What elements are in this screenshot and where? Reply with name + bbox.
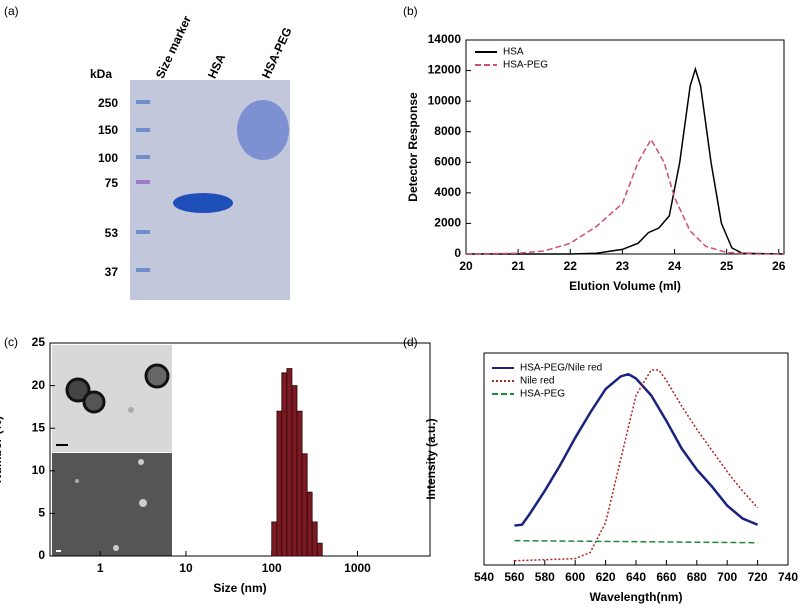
y-tick-label: 6000 [434,154,461,168]
y-tick-label: 0 [454,246,461,260]
panel-label: (a) [4,4,19,18]
bar [286,368,293,557]
bar [316,542,323,557]
lane-label: HSA [205,51,229,80]
bar [306,491,313,557]
marker-label: 37 [105,265,119,279]
x-tick-label: 620 [596,570,616,584]
bar [281,372,288,557]
y-tick-label: 0 [38,548,45,562]
x-tick-label: 22 [564,259,578,273]
lane-label: HSA-PEG [259,25,295,80]
y-tick-label: 12000 [428,63,462,77]
legend-label: Nile red [520,376,554,387]
y-tick-label: 20 [32,378,46,392]
bar [301,453,308,557]
x-tick-label: 25 [720,259,734,273]
x-tick-label: 700 [717,570,737,584]
x-axis-label: Size (nm) [213,581,266,595]
series-line [465,137,784,255]
x-tick-label: 660 [656,570,676,584]
lane-label: Size marker [153,13,194,80]
x-tick-label: 680 [687,570,707,584]
x-tick-label: 540 [474,570,494,584]
x-tick-label: 600 [565,570,585,584]
x-tick-label: 580 [535,570,555,584]
y-tick-label: 4000 [434,185,461,199]
y-axis-label: Number (%) [0,416,4,483]
marker-label: 250 [98,96,118,110]
series-line [514,539,758,544]
x-tick-label: 1 [97,561,104,575]
x-tick-label: 1000 [344,561,371,575]
panel-label: (d) [403,335,418,349]
y-axis-label: Detector Response [406,92,420,202]
x-tick-label: 21 [511,259,525,273]
panel-label: (b) [403,4,418,18]
legend-label: HSA-PEG [503,60,548,71]
x-tick-label: 720 [748,570,768,584]
x-tick-label: 640 [626,570,646,584]
bar [291,385,298,557]
legend-label: HSA-PEG/Nile red [520,363,602,374]
x-tick-label: 23 [616,259,630,273]
legend-label: HSA [503,47,524,58]
y-tick-label: 10000 [428,93,462,107]
y-tick-label: 25 [32,335,46,349]
x-axis-label: Wavelength(nm) [590,590,683,604]
marker-label: 100 [98,151,118,165]
gel-bands [136,100,289,272]
x-tick-label: 10 [179,561,193,575]
y-tick-label: 5 [38,506,45,520]
y-tick-label: 14000 [428,32,462,46]
y-tick-label: 8000 [434,124,461,138]
y-tick-label: 2000 [434,216,461,230]
series-line [514,369,759,562]
marker-label: 53 [105,226,119,240]
plot-frame [49,342,431,557]
x-tick-label: 100 [262,561,282,575]
x-tick-label: 560 [504,570,524,584]
marker-label: 150 [98,123,118,137]
tem-inset [52,345,172,452]
plot-frame [465,39,785,255]
x-tick-label: 740 [778,570,798,584]
x-axis-label: Elution Volume (ml) [569,279,681,293]
legend-label: HSA-PEG [520,389,565,400]
marker-label: 75 [105,176,119,190]
gel-unit: kDa [90,67,112,81]
x-tick-label: 24 [668,259,682,273]
series-line [466,66,785,255]
x-tick-label: 20 [459,259,473,273]
bar [271,521,278,557]
y-tick-label: 10 [32,463,46,477]
bar [276,410,283,557]
x-tick-label: 26 [772,259,786,273]
sem-inset [52,453,172,556]
bar [296,410,303,557]
series-line [514,372,759,527]
y-axis-label: Intensity (a.u.) [424,418,438,499]
y-tick-label: 15 [32,420,46,434]
bar [311,521,318,557]
panel-label: (c) [4,335,18,349]
